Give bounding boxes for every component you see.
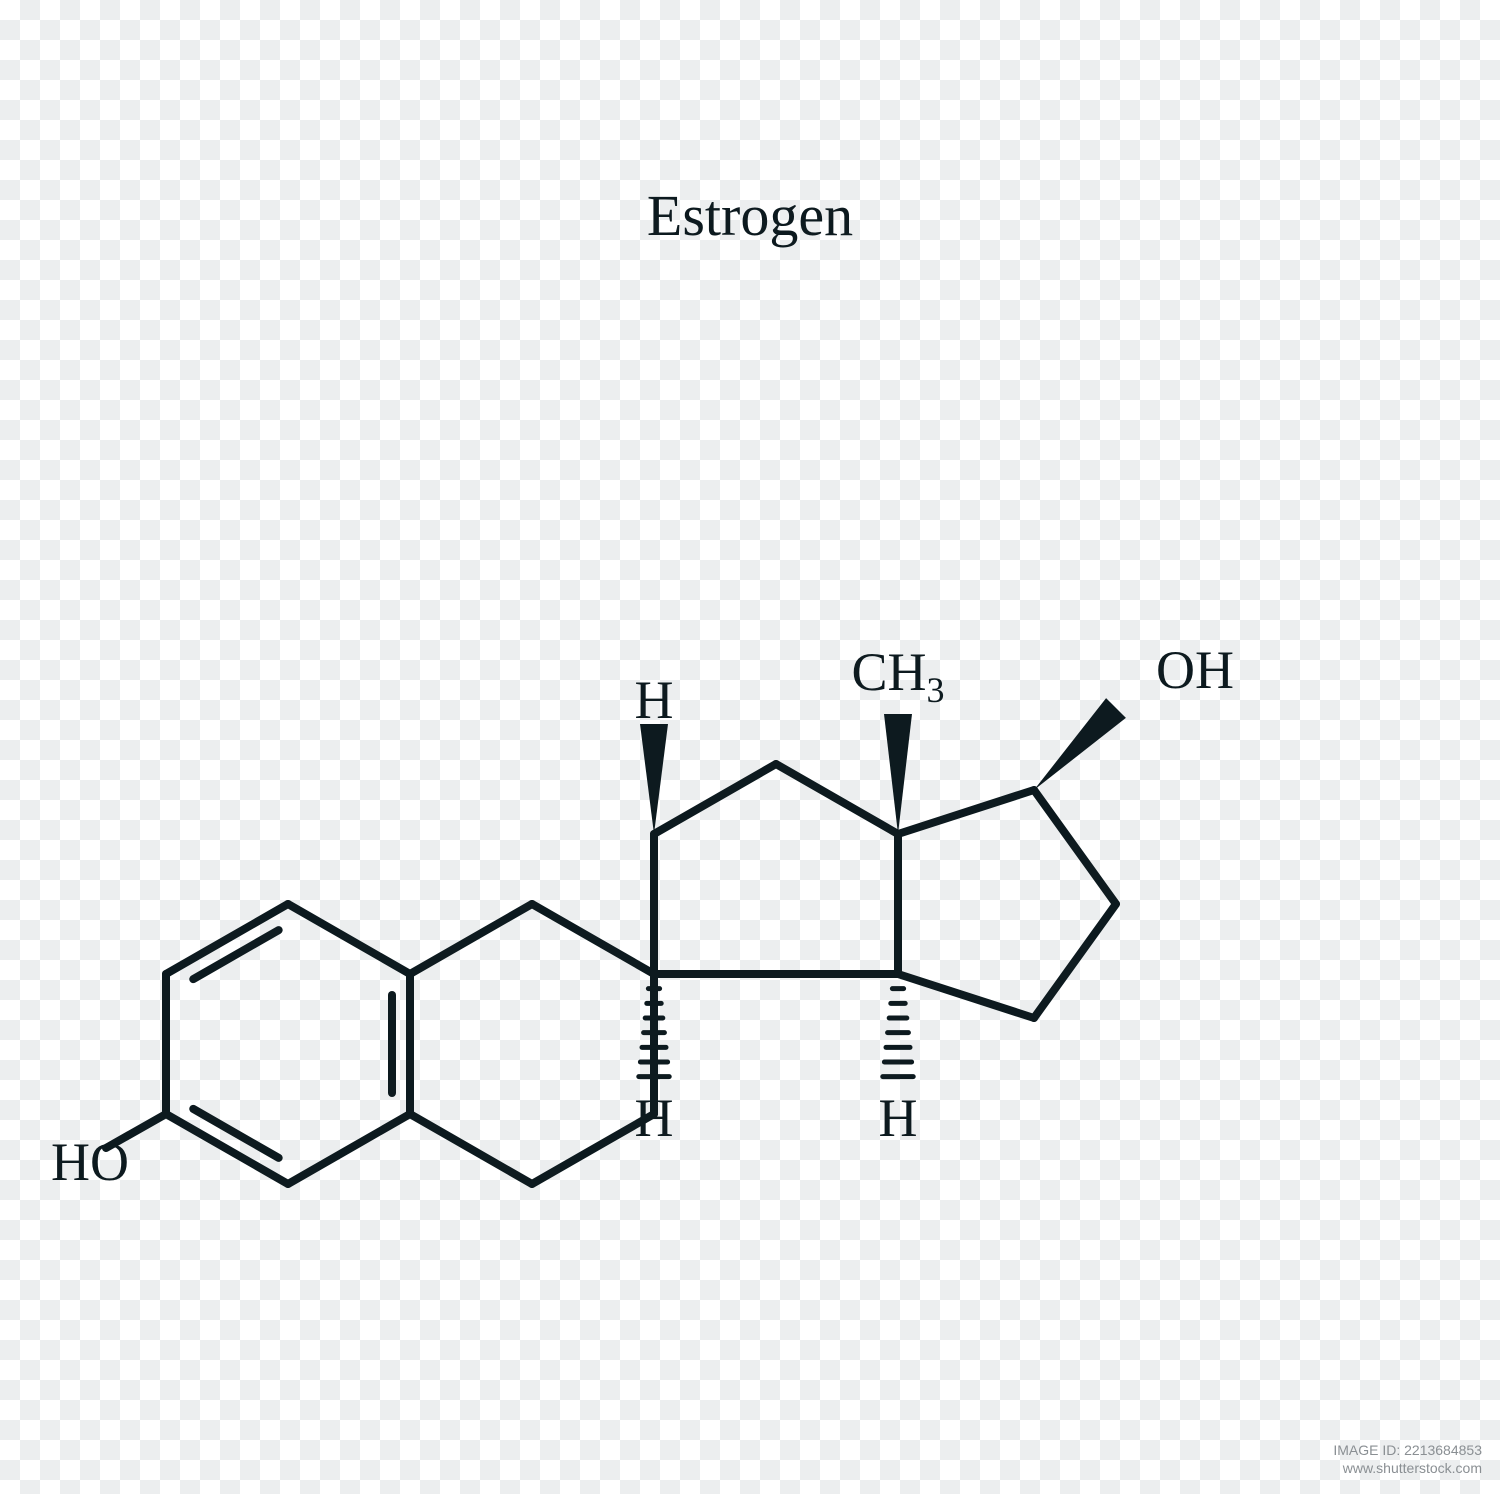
atom-label-h_up: H (635, 669, 674, 731)
footer-image-id: IMAGE ID: 2213684853 (1333, 1442, 1482, 1458)
atom-label-ho_left: HO (51, 1131, 129, 1193)
footer-url: www.shutterstock.com (1343, 1460, 1482, 1476)
atom-label-ch3: CH3 (851, 641, 944, 711)
atom-label-h_b2: H (635, 1087, 674, 1149)
diagram-stage: Estrogen HO OH CH3 H H H (0, 0, 1500, 1494)
atom-label-oh_right: OH (1156, 639, 1234, 701)
atom-label-h_c4: H (879, 1087, 918, 1149)
molecule-title: Estrogen (0, 182, 1500, 249)
